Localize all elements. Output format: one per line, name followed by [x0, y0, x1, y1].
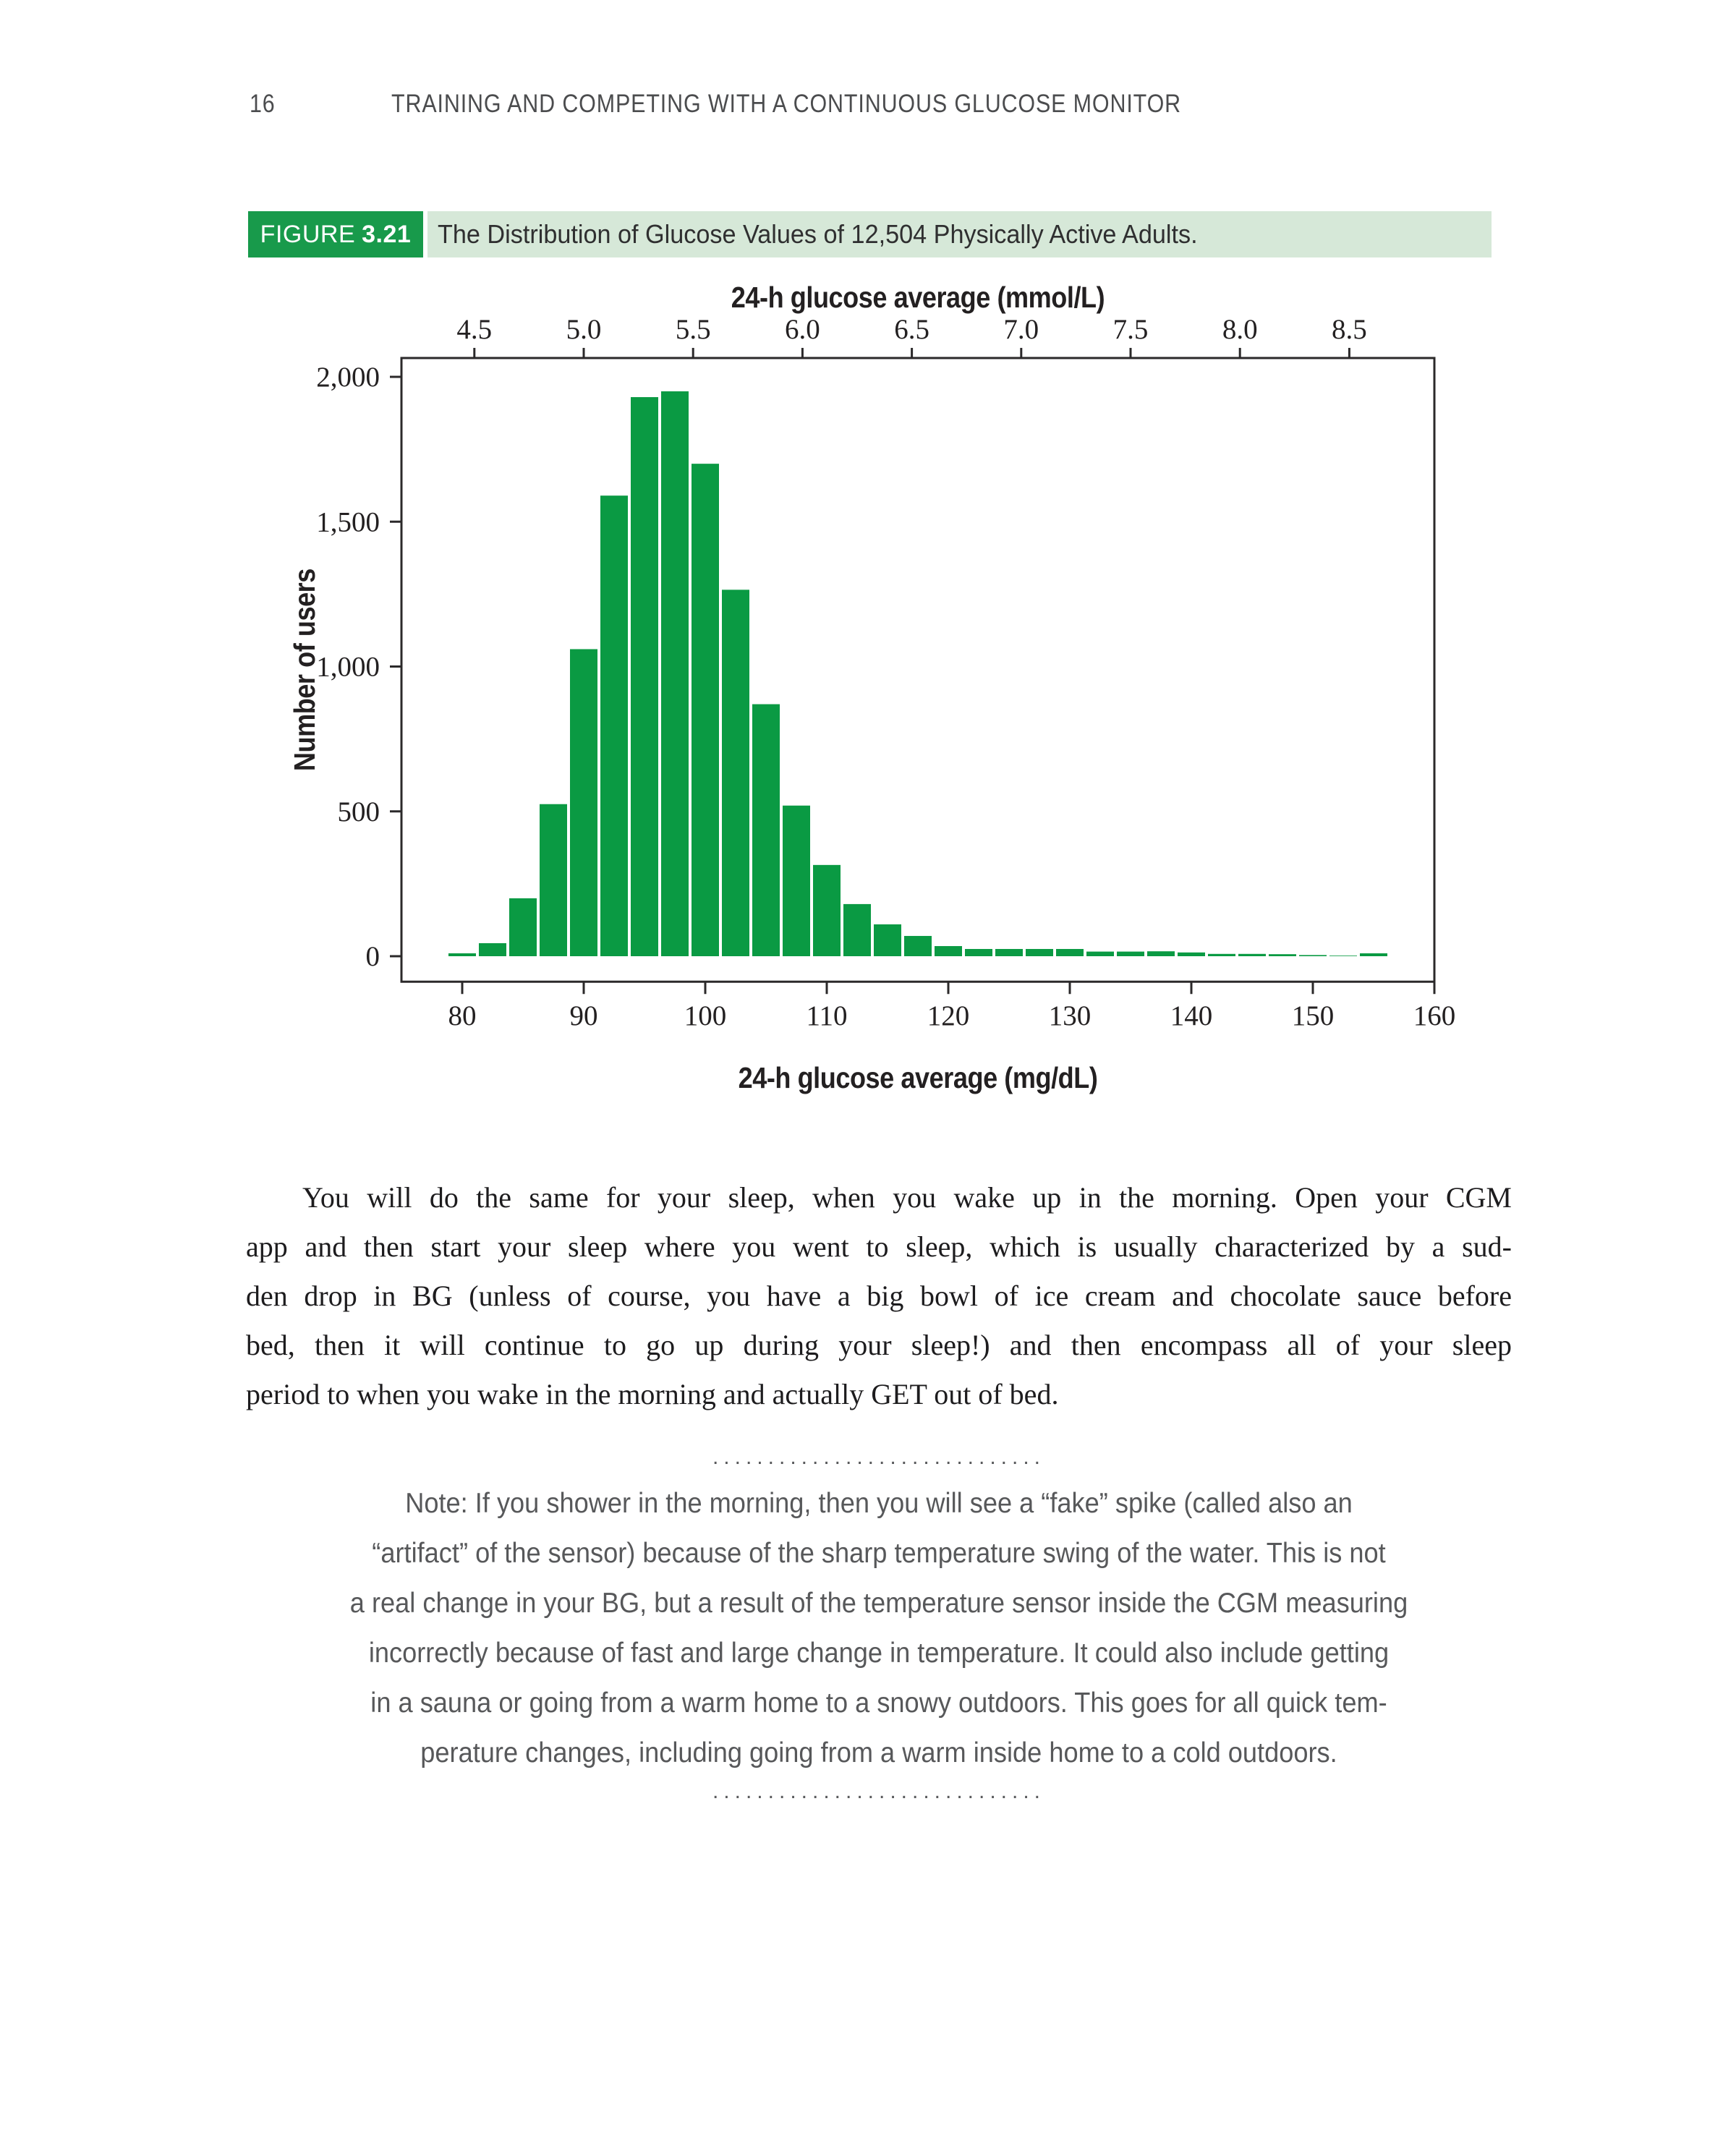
y-tick-label: 2,000 [316, 362, 380, 393]
x-tick-label: 150 [1292, 1000, 1335, 1031]
histogram-bar [692, 464, 719, 956]
x-tick-label: 130 [1049, 1000, 1092, 1031]
histogram-bar [509, 898, 537, 956]
top-tick-label: 5.0 [566, 314, 602, 345]
top-tick-label: 5.5 [676, 314, 711, 345]
histogram-bar [1056, 948, 1084, 956]
x-tick-label: 120 [927, 1000, 970, 1031]
page-number-text: 16 [250, 90, 276, 118]
figure-caption-bar: FIGURE 3.21 The Distribution of Glucose … [248, 211, 1492, 257]
histogram-bar [1117, 951, 1144, 956]
plot-frame [400, 357, 1436, 983]
note-block: Note: If you shower in the morning, then… [246, 1478, 1512, 1778]
note-line: “artifact” of the sensor) because of the… [372, 1538, 1386, 1569]
paragraph-line: You will do the same for your sleep, whe… [302, 1181, 1512, 1214]
paragraph-line: bed, then it will continue to go up duri… [246, 1329, 1512, 1361]
histogram-bar [479, 942, 506, 956]
histogram-bar [813, 864, 841, 956]
x-tick-label: 160 [1413, 1000, 1456, 1031]
histogram-bar [570, 649, 597, 956]
figure-caption: The Distribution of Glucose Values of 12… [438, 219, 1198, 249]
histogram-bar [600, 495, 628, 956]
x-tick-label: 100 [684, 1000, 727, 1031]
y-tick-label: 500 [338, 796, 380, 827]
top-tick-label: 7.0 [1003, 314, 1039, 345]
histogram-bar [995, 948, 1023, 956]
histogram-svg: 0 500 1,000 1,500 2,000 80 90 100 110 120 130 140 15… [289, 281, 1456, 1095]
histogram-bar [1086, 951, 1114, 956]
note-line: in a sauna or going from a warm home to … [370, 1687, 1387, 1719]
figure-caption-strip: The Distribution of Glucose Values of 12… [427, 211, 1492, 257]
dotted-separator-top: .............................. [712, 1445, 1046, 1469]
histogram-bar [1360, 953, 1387, 956]
histogram-bar [1026, 948, 1053, 956]
histogram-bar [448, 953, 476, 956]
histogram-bar [540, 804, 567, 956]
running-head-text: TRAINING AND COMPETING WITH A CONTINUOUS… [391, 90, 1181, 118]
histogram-bar [1269, 954, 1296, 956]
histogram-bar [752, 704, 780, 956]
top-tick-label: 6.0 [785, 314, 820, 345]
x-tick-label: 90 [570, 1000, 598, 1031]
x-tick-label: 110 [806, 1000, 847, 1031]
figure-label-number: 3.21 [362, 220, 412, 248]
histogram-bar [935, 945, 962, 956]
x-axis-title: 24-h glucose average (mg/dL) [739, 1062, 1098, 1095]
note-line: Note: If you shower in the morning, then… [405, 1488, 1353, 1519]
histogram-bar [1299, 955, 1327, 956]
figure-label-prefix: FIGURE [260, 220, 356, 248]
note-line: a real change in your BG, but a result o… [349, 1588, 1408, 1619]
histogram-bar [661, 391, 689, 956]
page-header: 16 TRAINING AND COMPETING WITH A CONTINU… [250, 90, 1537, 124]
histogram-bar [1178, 952, 1205, 956]
top-tick-label: 8.0 [1222, 314, 1258, 345]
histogram-bar [904, 935, 932, 956]
histogram-bar [1147, 951, 1175, 956]
top-tick-label: 7.5 [1113, 314, 1149, 345]
histogram-chart: 0 500 1,000 1,500 2,000 80 90 100 110 120 130 140 15… [289, 281, 1456, 1095]
x-tick-label: 80 [448, 1000, 477, 1031]
paragraph-line: period to when you wake in the morning a… [246, 1378, 1059, 1410]
figure-label: FIGURE 3.21 [248, 211, 423, 257]
y-tick-label: 0 [366, 941, 380, 972]
page-number: 16 [250, 90, 279, 119]
note-line: incorrectly because of fast and large ch… [368, 1638, 1390, 1669]
top-tick-label: 6.5 [894, 314, 929, 345]
histogram-bar [631, 397, 658, 956]
y-tick-label: 1,500 [316, 506, 380, 537]
y-axis-title: Number of users [289, 569, 322, 771]
running-head: TRAINING AND COMPETING WITH A CONTINUOUS… [391, 90, 1299, 119]
histogram-bar [722, 589, 749, 956]
top-tick-label: 8.5 [1332, 314, 1367, 345]
paragraph-line: app and then start your sleep where you … [246, 1230, 1512, 1263]
histogram-bar [1238, 953, 1266, 956]
note-line: perature changes, including going from a… [420, 1737, 1337, 1768]
histogram-bar [1329, 955, 1357, 956]
top-tick-label: 4.5 [456, 314, 492, 345]
histogram-bar [783, 805, 810, 956]
histogram-bar [874, 924, 901, 956]
y-tick-label: 1,000 [316, 652, 380, 683]
x-tick-label: 140 [1170, 1000, 1213, 1031]
histogram-bar [965, 948, 992, 956]
dotted-separator-bottom: .............................. [712, 1779, 1046, 1803]
histogram-bar [1208, 953, 1235, 956]
top-axis-title: 24-h glucose average (mmol/L) [731, 281, 1105, 315]
paragraph-line: den drop in BG (unless of course, you ha… [246, 1280, 1512, 1312]
histogram-bar [843, 903, 871, 956]
body-paragraph: You will do the same for your sleep, whe… [246, 1173, 1512, 1419]
